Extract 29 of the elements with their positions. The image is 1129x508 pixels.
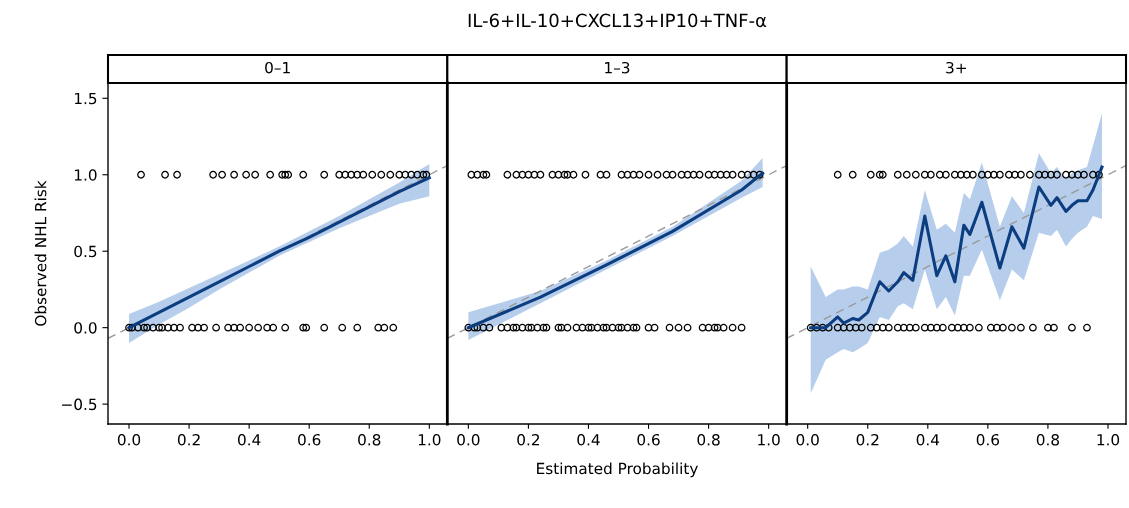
x-tick-label: 0.4 [238,433,261,446]
x-tick-label: 0.4 [577,433,600,446]
y-tick-label: 0.0 [74,322,97,334]
x-tick-label: 0.4 [916,433,940,446]
x-tick-label: 1.0 [418,433,441,446]
chart-subtitle: 0–1 [265,61,290,74]
x-tick-label: 0.2 [856,433,879,446]
y-axis-title: Observed NHL Risk [34,180,47,326]
x-tick-label: 0.2 [177,433,200,446]
x-axis-title: Estimated Probability [537,462,698,478]
x-tick-label: 0.8 [358,433,381,446]
x-tick-label: 0.6 [637,433,660,446]
x-tick-label: 0.6 [976,433,1000,446]
y-tick-label: 1.0 [74,169,97,181]
y-tick-label: 0.5 [74,245,97,258]
y-tick-label: 1.5 [74,92,97,105]
chart-subtitle: 3+ [946,61,966,74]
x-tick-label: 0.6 [298,433,321,446]
x-tick-label: 0.8 [1036,433,1060,446]
x-tick-label: 0.8 [697,433,720,446]
x-tick-label: 0.0 [457,433,480,446]
x-tick-label: 1.0 [758,433,780,446]
chart-subtitle: 1–3 [605,61,630,74]
chart-title: IL-6+IL-10+CXCL13+IP10+TNF-α [468,13,767,28]
x-tick-label: 1.0 [1097,433,1120,446]
y-tick-label: −0.5 [62,398,97,411]
x-tick-label: 0.0 [117,433,141,446]
x-tick-label: 0.0 [796,433,819,446]
x-tick-label: 0.2 [517,433,540,446]
